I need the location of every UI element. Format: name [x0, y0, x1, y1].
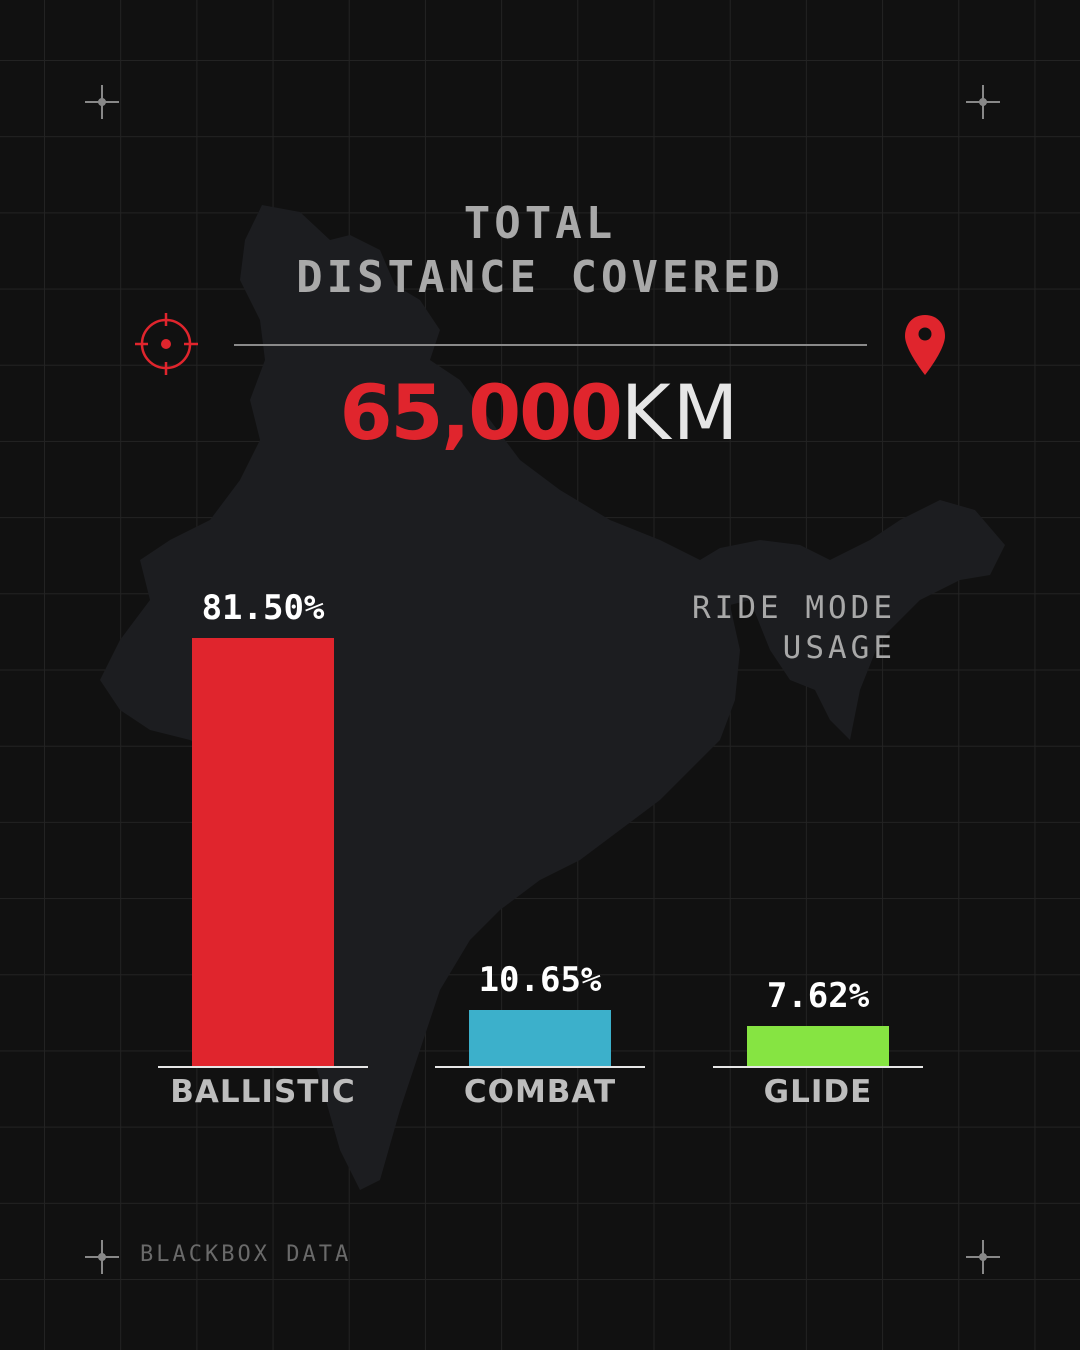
bar-combat: [469, 1010, 611, 1066]
value-label-ballistic: 81.50%: [201, 588, 325, 629]
sparkle-icon-top-right: [966, 85, 1000, 119]
bar-glide: [747, 1025, 889, 1066]
baseline-combat: [435, 1066, 645, 1068]
baseline-ballistic: [158, 1066, 368, 1068]
crosshair-icon: [135, 313, 198, 375]
total-distance-unit: KM: [620, 368, 741, 457]
sparkle-icon-top-left: [85, 85, 119, 119]
chart-title-line-2: USAGE: [782, 630, 896, 666]
title-line-1: TOTAL: [463, 198, 617, 249]
bar-ballistic: [192, 638, 334, 1066]
total-distance: 65,000KM: [0, 368, 1080, 458]
total-distance-value: 65,000: [339, 368, 623, 457]
value-label-combat: 10.65%: [478, 960, 602, 1001]
footer-brand: BLACKBOX DATA: [140, 1242, 352, 1267]
value-label-glide: 7.62%: [766, 975, 870, 1016]
category-label-glide: GLIDE: [763, 1074, 873, 1110]
chart-title-line-1: RIDE MODE: [692, 590, 896, 626]
sparkle-icon-bottom-right: [966, 1240, 1000, 1274]
chart-title: RIDE MODE USAGE: [692, 588, 896, 668]
category-label-combat: COMBAT: [463, 1074, 617, 1110]
map-pin-icon: [905, 315, 945, 375]
title-line-2: DISTANCE COVERED: [296, 252, 784, 303]
sparkle-icon-bottom-left: [85, 1240, 119, 1274]
baseline-glide: [713, 1066, 923, 1068]
category-label-ballistic: BALLISTIC: [170, 1074, 356, 1110]
